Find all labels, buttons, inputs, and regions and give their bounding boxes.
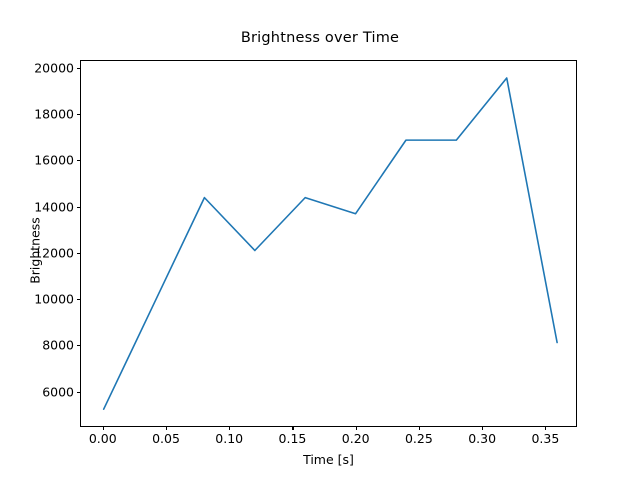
x-tick-mark <box>292 426 294 430</box>
x-tick-mark <box>418 426 420 430</box>
y-tick-label: 20000 <box>34 60 74 76</box>
y-tick-mark <box>76 252 80 254</box>
x-tick-label: 0.00 <box>88 431 117 446</box>
y-tick-label: 10000 <box>34 291 74 307</box>
x-tick-mark <box>102 426 104 430</box>
plot-area <box>80 60 577 427</box>
y-tick-mark <box>76 391 80 393</box>
y-tick-mark <box>76 345 80 347</box>
x-tick-label: 0.20 <box>341 431 370 446</box>
x-axis-label: Time [s] <box>303 452 354 467</box>
x-tick-label: 0.05 <box>152 431 180 446</box>
y-tick-label: 8000 <box>42 337 74 353</box>
x-tick-mark <box>229 426 231 430</box>
x-tick-mark <box>545 426 547 430</box>
chart-title: Brightness over Time <box>240 30 400 46</box>
x-tick-label: 0.30 <box>468 431 497 446</box>
y-tick-mark <box>76 160 80 162</box>
y-tick-mark <box>76 206 80 208</box>
x-tick-mark <box>165 426 168 430</box>
x-tick-label: 0.25 <box>404 431 433 446</box>
y-tick-label: 6000 <box>42 384 74 400</box>
y-tick-label: 12000 <box>34 245 74 261</box>
y-tick-mark <box>76 299 80 301</box>
x-tick-label: 0.35 <box>531 431 560 446</box>
line-plot-svg <box>102 77 558 411</box>
x-tick-mark <box>355 426 357 430</box>
x-tick-mark <box>482 426 484 430</box>
x-tick-label: 0.15 <box>278 431 307 446</box>
y-tick-mark <box>76 114 80 116</box>
y-tick-label: 16000 <box>34 152 74 168</box>
x-tick-label: 0.10 <box>215 431 244 446</box>
data-series-line <box>102 77 558 411</box>
y-tick-mark <box>76 67 80 69</box>
y-tick-label: 18000 <box>34 106 74 122</box>
y-tick-label: 14000 <box>34 199 74 215</box>
y-axis-label: Brightness <box>27 217 43 284</box>
